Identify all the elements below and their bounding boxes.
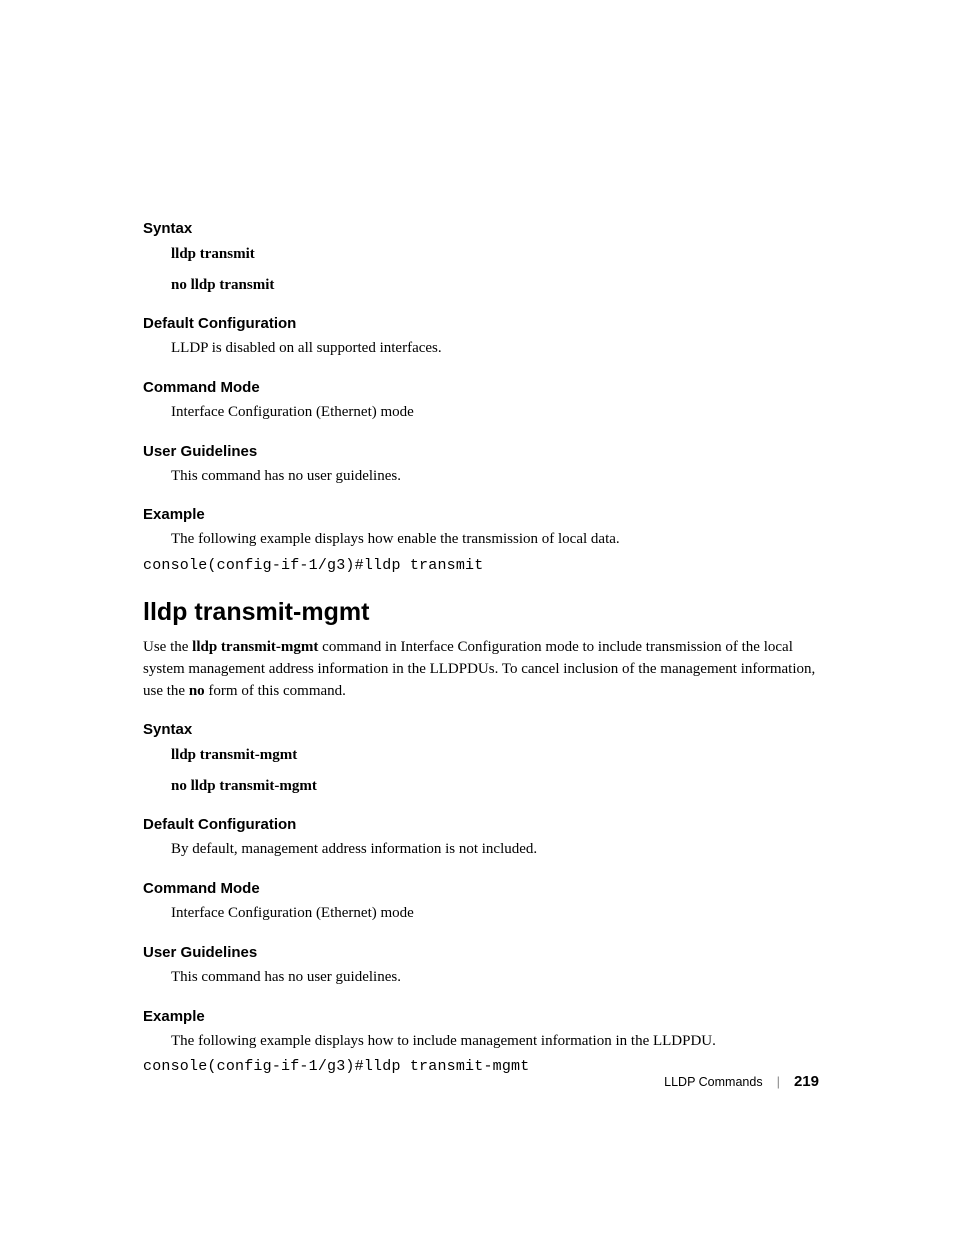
command-mode-heading-2: Command Mode	[143, 880, 819, 897]
footer-page-number: 219	[794, 1073, 819, 1090]
user-guidelines-text-1: This command has no user guidelines.	[171, 466, 819, 488]
syntax-line1-1: lldp transmit	[171, 243, 819, 266]
main-command-heading: lldp transmit-mgmt	[143, 598, 819, 627]
body-bold1: lldp transmit-mgmt	[192, 639, 318, 655]
command-mode-heading-1: Command Mode	[143, 379, 819, 396]
command-mode-text-1: Interface Configuration (Ethernet) mode	[171, 402, 819, 424]
syntax-line2-1: no lldp transmit	[171, 274, 819, 297]
example-text-1: The following example displays how enabl…	[171, 529, 819, 551]
footer-chapter-label: LLDP Commands	[664, 1075, 762, 1089]
syntax-heading-1: Syntax	[143, 220, 819, 237]
example-text-2: The following example displays how to in…	[171, 1031, 819, 1053]
body-bold2: no	[189, 683, 205, 699]
syntax-line2-2: no lldp transmit-mgmt	[171, 775, 819, 798]
user-guidelines-text-2: This command has no user guidelines.	[171, 967, 819, 989]
default-config-text-2: By default, management address informati…	[171, 839, 819, 861]
user-guidelines-heading-2: User Guidelines	[143, 944, 819, 961]
example-heading-2: Example	[143, 1008, 819, 1025]
body-pre: Use the	[143, 639, 192, 655]
default-config-heading-2: Default Configuration	[143, 816, 819, 833]
syntax-line1-2: lldp transmit-mgmt	[171, 744, 819, 767]
example-code-1: console(config-if-1/g3)#lldp transmit	[143, 557, 819, 574]
command-mode-text-2: Interface Configuration (Ethernet) mode	[171, 903, 819, 925]
main-body-paragraph: Use the lldp transmit-mgmt command in In…	[143, 637, 819, 702]
body-post: form of this command.	[205, 683, 346, 699]
example-heading-1: Example	[143, 506, 819, 523]
default-config-text-1: LLDP is disabled on all supported interf…	[171, 338, 819, 360]
page-footer: LLDP Commands | 219	[664, 1073, 819, 1090]
syntax-heading-2: Syntax	[143, 721, 819, 738]
footer-divider: |	[777, 1074, 780, 1089]
user-guidelines-heading-1: User Guidelines	[143, 443, 819, 460]
default-config-heading-1: Default Configuration	[143, 315, 819, 332]
